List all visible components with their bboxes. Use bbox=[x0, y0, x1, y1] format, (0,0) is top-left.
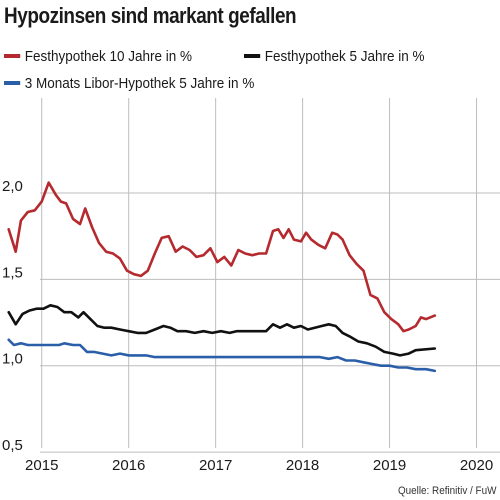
chart-title: Hypozinsen sind markant gefallen bbox=[4, 3, 297, 28]
legend-label-series-1: Festhypothek 10 Jahre in % bbox=[24, 47, 193, 65]
x-tick-label-3: 2018 bbox=[286, 457, 319, 474]
legend-item-series-3: 3 Monats Libor-Hypothek 5 Jahre in % bbox=[4, 75, 254, 92]
x-tick-label-1: 2016 bbox=[112, 457, 145, 474]
x-tick-label-4: 2019 bbox=[373, 457, 406, 474]
legend-item-series-1: Festhypothek 10 Jahre in % bbox=[4, 48, 192, 65]
series-line-1 bbox=[7, 181, 437, 333]
legend-swatch-series-3 bbox=[4, 81, 21, 85]
legend-swatch-series-1 bbox=[4, 54, 21, 58]
y-tick-label-0: 0,5 bbox=[2, 437, 23, 454]
x-tick-label-2: 2017 bbox=[199, 457, 232, 474]
y-tick-label-1: 1,0 bbox=[2, 351, 23, 368]
y-tick-label-2: 1,5 bbox=[2, 264, 23, 281]
legend-item-series-2: Festhypothek 5 Jahre in % bbox=[244, 48, 425, 65]
series-line-3 bbox=[7, 338, 437, 373]
x-tick-label-5: 2020 bbox=[460, 457, 493, 474]
source-note: Quelle: Refinitiv / FuW bbox=[397, 485, 496, 497]
legend-label-series-3: 3 Monats Libor-Hypothek 5 Jahre in % bbox=[24, 74, 255, 92]
legend-label-series-2: Festhypothek 5 Jahre in % bbox=[264, 47, 425, 65]
x-tick-label-0: 2015 bbox=[25, 457, 58, 474]
legend-swatch-series-2 bbox=[244, 54, 261, 58]
y-tick-label-3: 2,0 bbox=[2, 178, 23, 195]
series-line-2 bbox=[7, 304, 437, 357]
